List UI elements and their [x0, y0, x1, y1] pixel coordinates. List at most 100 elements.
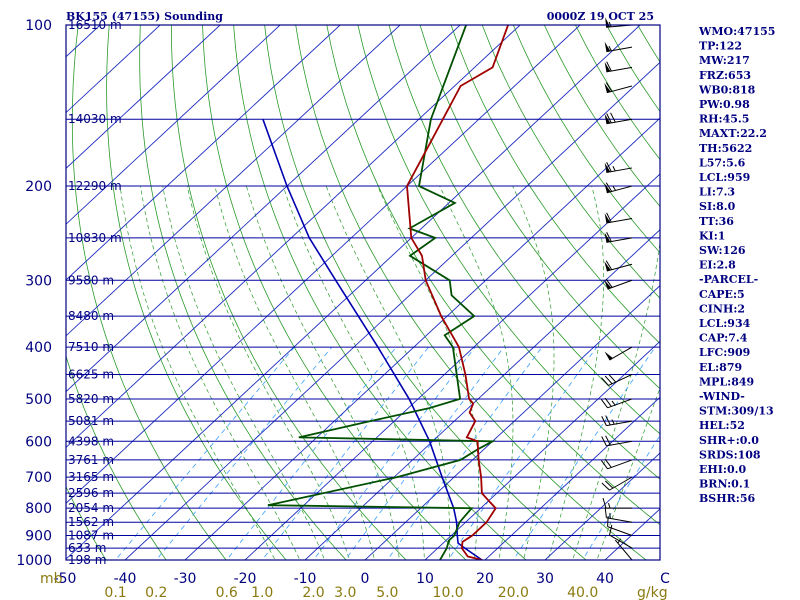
mixing-ratio-label: 0.6: [216, 585, 238, 600]
dry-adiabat: [295, 25, 647, 560]
sounding-time: 0000Z 19 OCT 25: [547, 10, 654, 23]
sounding-index: WMO:47155: [698, 25, 775, 38]
mixing-ratio-label: 0.1: [104, 585, 126, 600]
wind-barb-pennant: [604, 83, 611, 93]
mixing-ratio-line: [226, 346, 397, 560]
pressure-tick-label: 200: [25, 179, 52, 195]
wind-barb-flag: [600, 399, 608, 409]
dry-adiabat: [66, 485, 107, 560]
sounding-index: PW:0.98: [699, 98, 750, 111]
wind-barb: [604, 41, 633, 53]
wind-barb-staff: [606, 263, 633, 272]
grid-layer: [0, 25, 660, 571]
wind-barb: [604, 182, 633, 194]
sounding-index: WB0:818: [698, 83, 756, 96]
isotherm: [184, 117, 660, 560]
pressure-tick-label: 300: [25, 273, 52, 289]
pressure-tick-label: 700: [25, 470, 52, 486]
dry-adiabat: [326, 25, 660, 526]
sounding-index: STM:309/13: [699, 405, 774, 418]
temperature-tick-label: 10: [416, 571, 434, 587]
moist-adiabat: [162, 186, 325, 560]
sounding-index: SI:8.0: [699, 200, 736, 213]
mixing-ratio-label: 10.0: [433, 585, 464, 600]
isotherm: [244, 173, 660, 560]
wind-barb-pennant: [604, 351, 613, 361]
dry-adiabat: [202, 25, 467, 560]
mixing-ratio-line: [512, 346, 656, 560]
sounding-index: LI:7.3: [699, 186, 735, 199]
height-label: 1087 m: [68, 529, 114, 543]
wind-barb-flag: [605, 182, 613, 192]
wind-barb-staff: [609, 476, 633, 491]
wind-barb: [608, 524, 633, 549]
wind-barb-flag: [606, 61, 612, 72]
mixing-ratio-line: [261, 346, 429, 560]
dry-adiabat: [66, 354, 167, 560]
isotherm: [424, 340, 660, 560]
wind-barb-pennant: [604, 183, 611, 193]
dry-adiabat: [233, 25, 527, 560]
moist-adiabat: [119, 186, 276, 560]
mixing-ratio-label: 2.0: [302, 585, 324, 600]
moist-adiabat: [186, 186, 350, 560]
moist-adiabat: [596, 386, 660, 560]
isotherm: [124, 61, 660, 560]
wind-barb: [601, 415, 633, 427]
moist-adiabat: [325, 185, 451, 560]
isotherm: [544, 452, 660, 560]
pressure-tick-label: 500: [25, 392, 52, 408]
wind-barb-flag: [604, 375, 613, 385]
wind-barb-half-flag: [608, 503, 611, 509]
pressure-tick-label: 600: [25, 434, 52, 450]
isotherm: [66, 25, 521, 449]
height-label: 3761 m: [68, 453, 114, 467]
profile-layer: [262, 25, 509, 560]
sounding-index: EL:879: [699, 361, 742, 374]
pressure-tick-label: 1000: [16, 553, 52, 569]
sounding-index: L57:5.6: [699, 156, 746, 169]
mixing-ratio-line: [386, 346, 543, 560]
mixing-ratio-line: [155, 346, 333, 560]
wind-barb-staff: [606, 118, 633, 125]
height-label: 5820 m: [68, 392, 114, 406]
mixing-ratio-unit-label: g/kg: [637, 585, 668, 600]
height-label: 4398 m: [68, 434, 114, 448]
wind-barb-pennant: [604, 279, 612, 290]
wind-barb: [604, 162, 633, 173]
isotherm: [484, 396, 660, 560]
wind-barb: [600, 458, 633, 470]
isotherm: [66, 25, 281, 225]
wind-barb-staff: [607, 526, 633, 536]
wind-barb: [601, 476, 633, 491]
wind-barb-layer: [600, 17, 633, 561]
sounding-index: BSHR:56: [699, 492, 755, 505]
height-label: 1562 m: [68, 515, 114, 529]
wind-barb-flag: [606, 113, 612, 124]
wind-barb-staff: [606, 46, 633, 53]
isotherm: [66, 25, 221, 169]
mixing-ratio-line: [114, 346, 295, 560]
mixing-ratio-line: [344, 346, 505, 560]
wind-barb: [604, 61, 633, 73]
mixing-ratio-line: [447, 346, 598, 560]
station-title: BK155 (47155) Sounding: [66, 10, 223, 23]
wind-barb-flag: [608, 373, 617, 383]
wind-barb-staff: [609, 534, 633, 549]
mixing-ratio-line: [582, 434, 660, 560]
isotherm: [604, 508, 660, 560]
sounding-index: KI:1: [699, 229, 725, 242]
wind-barb: [604, 231, 633, 243]
sounding-index: BRN:0.1: [699, 478, 750, 491]
wind-barb-staff: [606, 218, 633, 224]
isotherm: [0, 25, 40, 571]
moist-adiabat: [282, 185, 425, 560]
wind-barb-flag: [605, 435, 611, 446]
moist-adiabat: [547, 186, 605, 560]
sounding-index: CAP:7.4: [699, 332, 748, 345]
moist-adiabat: [246, 185, 400, 560]
wind-barb: [604, 112, 633, 125]
dry-adiabat: [171, 25, 407, 560]
mixing-ratio-label: 5.0: [376, 585, 398, 600]
temperature-tick-label: -50: [54, 571, 77, 587]
